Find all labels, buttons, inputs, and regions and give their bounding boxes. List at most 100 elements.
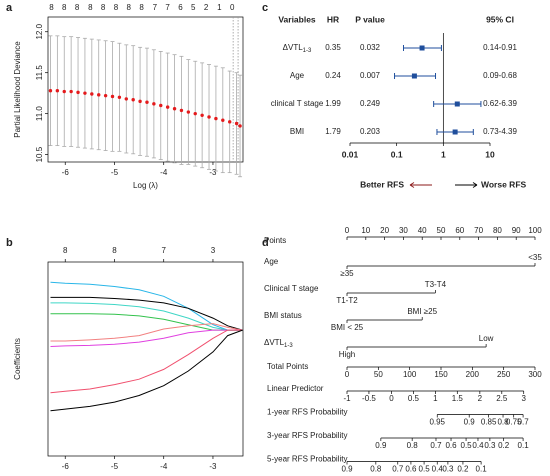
tick-label: 0.9 (464, 418, 476, 427)
top-count: 0 (230, 3, 235, 12)
p-value: 0.007 (360, 71, 381, 80)
row-label: Points (264, 236, 286, 245)
variable-label-main: ΔVTL (283, 43, 304, 52)
x-tick-label: -3 (209, 462, 217, 471)
top-count: 3 (211, 246, 216, 255)
tick-label: 0.3 (484, 441, 496, 450)
tick-label: 80 (493, 226, 502, 235)
tick-label: 150 (434, 370, 448, 379)
x-axis-label: Log (λ) (133, 181, 158, 190)
point (152, 102, 156, 106)
y-axis-label: Coefficients (13, 338, 22, 380)
tick-label: 0.6 (445, 441, 457, 450)
row-label: ΔVTL1-3 (264, 338, 293, 348)
tick-label: 2 (478, 394, 483, 403)
column-header: HR (327, 14, 339, 24)
coefficient-path (50, 281, 243, 331)
tick-label: 0.7 (518, 418, 530, 427)
tick-label: 0 (345, 226, 350, 235)
tick-label: 0.1 (476, 465, 488, 474)
tick-label: -1 (343, 394, 351, 403)
level-label: <35 (528, 253, 542, 262)
tick-label: 0.8 (370, 465, 382, 474)
row-label: 3-year RFS Probability (267, 431, 347, 440)
tick-label: 0.4 (472, 441, 484, 450)
x-tick-label: 1 (441, 149, 446, 159)
top-count: 8 (112, 246, 117, 255)
variable-label: clinical T stage (271, 99, 324, 108)
p-value: 0.032 (360, 43, 381, 52)
x-tick-label: -6 (62, 168, 70, 177)
coefficient-path (50, 302, 243, 331)
point (200, 113, 204, 118)
tick-label: 250 (497, 370, 511, 379)
point (103, 93, 108, 98)
column-header: 95% CI (486, 14, 514, 24)
row-label: Total Points (267, 362, 308, 371)
panel-label: c (262, 2, 268, 14)
point (145, 100, 149, 104)
tick-label: 100 (528, 226, 542, 235)
top-count: 7 (161, 246, 166, 255)
column-header: P value (355, 14, 385, 24)
ci-text: 0.62-6.39 (483, 99, 517, 108)
level-label: BMI ≥25 (407, 307, 437, 316)
p-value: 0.249 (360, 99, 381, 108)
top-count: 7 (153, 3, 158, 12)
row-label: Age (264, 257, 279, 266)
tick-label: 0.8 (407, 441, 419, 450)
row-label-main: ΔVTL (264, 338, 285, 347)
row-label-sub: 1-3 (284, 343, 293, 349)
tick-label: 200 (466, 370, 480, 379)
tick-label: 40 (418, 226, 427, 235)
panel-label: b (6, 237, 13, 249)
y-axis-label: Partial Likelihood Deviance (13, 41, 22, 138)
tick-label: 0.1 (518, 441, 530, 450)
panel-label: a (6, 2, 13, 14)
plot-frame (47, 16, 244, 163)
point (76, 90, 80, 95)
variable-label: ΔVTL1-3 (283, 43, 312, 53)
tick-label: 50 (437, 226, 446, 235)
p-value: 0.203 (360, 127, 381, 136)
level-label: BMI < 25 (331, 323, 364, 332)
point (83, 91, 87, 95)
tick-label: 70 (474, 226, 483, 235)
point (159, 103, 163, 108)
top-count: 8 (49, 3, 54, 12)
tick-label: 90 (512, 226, 521, 235)
row-label: BMI status (264, 311, 302, 320)
top-count: 8 (88, 3, 93, 12)
point (97, 93, 101, 97)
x-tick-label: 0.01 (342, 149, 359, 159)
hr-value: 0.35 (325, 43, 341, 52)
tick-label: 3 (521, 394, 526, 403)
point (214, 116, 218, 121)
tick-label: 0 (345, 370, 350, 379)
top-count: 8 (62, 3, 67, 12)
tick-label: 60 (455, 226, 464, 235)
level-label: ≥35 (340, 269, 354, 278)
tick-label: 0.2 (498, 441, 510, 450)
coefficient-path (50, 329, 243, 412)
hr-marker (419, 45, 425, 51)
x-tick-label: -5 (111, 168, 119, 177)
tick-label: 50 (374, 370, 383, 379)
top-count: 8 (101, 3, 106, 12)
left-label: Better RFS (360, 179, 404, 189)
tick-label: 0.5 (408, 394, 420, 403)
point (221, 118, 225, 122)
y-tick-label: 11.0 (35, 106, 44, 122)
top-count: 5 (191, 3, 196, 12)
tick-label: 0.85 (481, 418, 497, 427)
coefficient-path (50, 329, 243, 394)
point (165, 105, 170, 109)
tick-label: 0.8 (497, 418, 509, 427)
panel-label: d (262, 237, 269, 249)
row-label: Clinical T stage (264, 284, 319, 293)
coefficient-path (50, 296, 243, 331)
top-count: 1 (217, 3, 222, 12)
point (138, 99, 142, 104)
tick-label: 0.5 (461, 441, 473, 450)
point (124, 97, 128, 101)
